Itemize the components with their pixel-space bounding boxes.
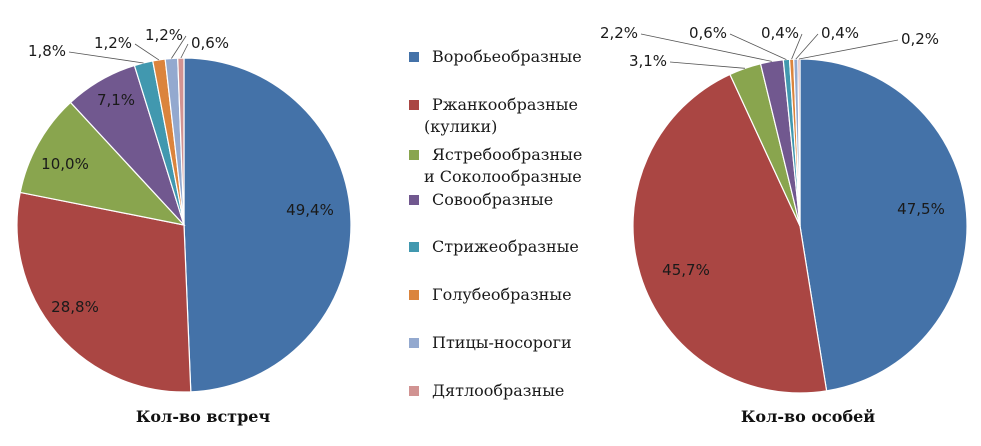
data-label: 45,7% (662, 261, 710, 279)
data-label: 28,8% (51, 298, 99, 316)
data-label: 7,1% (97, 91, 135, 109)
legend-label: Ржанкообразные (432, 95, 578, 114)
leader-line (68, 51, 144, 64)
data-label: 0,4% (761, 24, 799, 42)
data-label: 49,4% (286, 201, 334, 219)
leader-line (795, 33, 819, 60)
data-label: 1,8% (28, 42, 66, 60)
pie-slice (183, 57, 352, 393)
data-label: 0,4% (821, 24, 859, 42)
chart-legend: Воробьеобразные Ржанкообразные (кулики) Яст… (409, 47, 582, 400)
legend-label: (кулики) (424, 117, 497, 136)
leader-line (798, 39, 899, 60)
legend-swatch (409, 100, 419, 110)
leader-line (729, 33, 787, 60)
data-label: 10,0% (41, 155, 89, 173)
data-label: 0,6% (689, 24, 727, 42)
pie-chart-individuals: 47,5% 45,7% 3,1% 2,2% 0,6% 0,4% 0,4% 0,2% (600, 24, 968, 394)
legend-label: и Соколообразные (424, 167, 582, 186)
pie-slice (632, 73, 828, 394)
pie-chart-encounters: 49,4% 28,8% 10,0% 7,1% 1,8% 1,2% 1,2% 0,6% (16, 26, 352, 393)
legend-swatch (409, 150, 419, 160)
leader-line (640, 33, 772, 62)
data-label: 1,2% (94, 34, 132, 52)
data-label: 0,6% (191, 34, 229, 52)
legend-label: Голубеобразные (432, 285, 572, 304)
legend-swatch (409, 386, 419, 396)
legend-swatch (409, 338, 419, 348)
legend-swatch (409, 290, 419, 300)
data-label: 0,2% (901, 30, 939, 48)
leader-line (791, 33, 803, 60)
data-label: 47,5% (897, 200, 945, 218)
chart-title-encounters: Кол-во встреч (136, 407, 271, 426)
legend-label: Птицы-носороги (432, 333, 572, 352)
pie-slice (19, 101, 186, 226)
legend-label: Дятлообразные (432, 381, 564, 400)
data-label: 1,2% (145, 26, 183, 44)
legend-label: Ястребообразные (432, 145, 582, 164)
legend-label: Стрижеобразные (432, 237, 579, 256)
leader-line (171, 35, 187, 59)
pie-slice (177, 57, 185, 226)
pie-slice (16, 191, 192, 393)
leader-line (669, 61, 746, 69)
legend-swatch (409, 195, 419, 205)
pie-slice (799, 58, 968, 392)
legend-swatch (409, 52, 419, 62)
data-label: 3,1% (629, 52, 667, 70)
legend-swatch (409, 242, 419, 252)
data-label: 2,2% (600, 24, 638, 42)
leader-line (180, 43, 189, 59)
legend-label: Воробьеобразные (432, 47, 582, 66)
legend-label: Совообразные (432, 190, 553, 209)
leader-line (134, 43, 160, 61)
chart-title-individuals: Кол-во особей (741, 407, 875, 426)
